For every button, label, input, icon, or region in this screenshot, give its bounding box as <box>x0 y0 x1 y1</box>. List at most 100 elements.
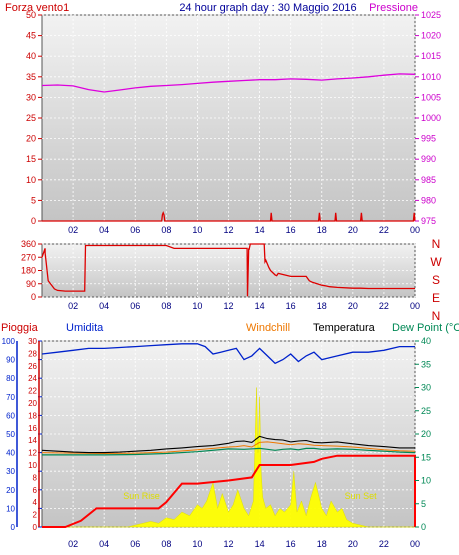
ytick-top-right-990: 990 <box>421 154 436 164</box>
series-top-pressione <box>41 73 416 93</box>
ytick-rain-14: 14 <box>28 436 37 445</box>
ytick-humidity-0: 0 <box>11 523 16 532</box>
legend-pioggia: Pioggia <box>1 322 39 334</box>
time-tick-bottom-18: 18 <box>317 539 327 549</box>
series-wind-direction <box>41 243 415 297</box>
ytick-temp-40: 40 <box>421 336 431 346</box>
time-tick-top-22: 22 <box>379 225 389 235</box>
ytick-rain-18: 18 <box>28 411 37 420</box>
data-layer: Sun Rise Sun Set <box>41 73 416 528</box>
dir-label-n-bottom: N <box>432 309 441 323</box>
ytick-temp-15: 15 <box>421 452 431 462</box>
ytick-rain-16: 16 <box>28 424 37 433</box>
ytick-humidity-30: 30 <box>6 467 15 476</box>
ytick-top-left-40: 40 <box>26 51 36 61</box>
ytick-temp-30: 30 <box>421 383 431 393</box>
time-tick-bottom-10: 10 <box>192 539 202 549</box>
ytick-rain-20: 20 <box>28 399 37 408</box>
ytick-top-left-20: 20 <box>26 134 36 144</box>
time-tick-top-16: 16 <box>286 225 296 235</box>
sunset-label: Sun Set <box>345 491 378 501</box>
legend-windchill: Windchill <box>246 322 290 334</box>
ytick-top-right-1015: 1015 <box>421 51 441 61</box>
ytick-temp-20: 20 <box>421 429 431 439</box>
ytick-mid-0: 0 <box>31 292 36 302</box>
ytick-top-right-1005: 1005 <box>421 92 441 102</box>
time-tick-middle-08: 08 <box>161 301 171 311</box>
time-tick-bottom-00: 00 <box>410 539 420 549</box>
time-tick-bottom-14: 14 <box>255 539 265 549</box>
series-bottom-solar <box>42 387 415 528</box>
series-bottom-umidita <box>41 343 415 365</box>
ytick-rain-30: 30 <box>28 337 37 346</box>
ytick-rain-6: 6 <box>33 486 38 495</box>
time-tick-middle-20: 20 <box>348 301 358 311</box>
ytick-humidity-60: 60 <box>6 411 15 420</box>
time-tick-middle-06: 06 <box>130 301 140 311</box>
legend-umidita: Umidita <box>66 322 104 334</box>
legend-dewpoint: Dew Point (°C <box>392 322 459 334</box>
ytick-top-left-35: 35 <box>26 72 36 82</box>
time-tick-top-02: 02 <box>68 225 78 235</box>
time-tick-middle-18: 18 <box>317 301 327 311</box>
series-top-forza-vento1 <box>42 211 416 222</box>
time-tick-bottom-22: 22 <box>379 539 389 549</box>
ytick-temp-10: 10 <box>421 476 431 486</box>
ytick-humidity-90: 90 <box>6 356 15 365</box>
time-tick-top-18: 18 <box>317 225 327 235</box>
time-tick-bottom-04: 04 <box>99 539 109 549</box>
ytick-top-right-1000: 1000 <box>421 113 441 123</box>
time-tick-top-14: 14 <box>255 225 265 235</box>
ytick-top-left-25: 25 <box>26 113 36 123</box>
time-tick-bottom-20: 20 <box>348 539 358 549</box>
ytick-rain-28: 28 <box>28 349 37 358</box>
ytick-temp-35: 35 <box>421 359 431 369</box>
series-bottom-pioggia <box>42 454 416 528</box>
time-tick-bottom-02: 02 <box>68 539 78 549</box>
sunrise-label: Sun Rise <box>123 491 160 501</box>
ytick-humidity-80: 80 <box>6 374 15 383</box>
ytick-humidity-20: 20 <box>6 486 15 495</box>
time-tick-middle-02: 02 <box>68 301 78 311</box>
ytick-mid-360: 360 <box>21 239 36 249</box>
time-tick-top-04: 04 <box>99 225 109 235</box>
ytick-top-right-1020: 1020 <box>421 31 441 41</box>
ytick-top-left-5: 5 <box>31 195 36 205</box>
time-tick-top-08: 08 <box>161 225 171 235</box>
ytick-top-right-980: 980 <box>421 195 436 205</box>
ytick-rain-2: 2 <box>33 511 38 520</box>
ytick-top-left-15: 15 <box>26 154 36 164</box>
ytick-mid-270: 270 <box>21 252 36 262</box>
time-tick-top-06: 06 <box>130 225 140 235</box>
dir-label-s: S <box>432 273 440 287</box>
ytick-humidity-10: 10 <box>6 504 15 513</box>
ytick-rain-0: 0 <box>33 523 38 532</box>
ytick-mid-90: 90 <box>26 279 36 289</box>
time-tick-bottom-12: 12 <box>223 539 233 549</box>
time-tick-middle-04: 04 <box>99 301 109 311</box>
ytick-temp-0: 0 <box>421 522 426 532</box>
time-tick-top-20: 20 <box>348 225 358 235</box>
time-tick-middle-16: 16 <box>286 301 296 311</box>
time-tick-middle-00: 00 <box>410 301 420 311</box>
ytick-rain-26: 26 <box>28 362 37 371</box>
pressure-label: Pressione <box>369 2 418 14</box>
time-tick-bottom-06: 06 <box>130 539 140 549</box>
dir-label-n-top: N <box>432 237 441 251</box>
ytick-top-right-1010: 1010 <box>421 72 441 82</box>
series-bottom-windchill <box>41 441 416 455</box>
time-tick-top-10: 10 <box>192 225 202 235</box>
time-tick-bottom-08: 08 <box>161 539 171 549</box>
series-bottom-dew-point <box>42 447 416 456</box>
ytick-rain-22: 22 <box>28 387 37 396</box>
top-panel <box>41 14 416 222</box>
ytick-top-left-10: 10 <box>26 175 36 185</box>
series-bottom-temperatura <box>41 435 415 454</box>
time-tick-middle-10: 10 <box>192 301 202 311</box>
ytick-top-left-50: 50 <box>26 10 36 20</box>
wind-force-label: Forza vento1 <box>5 2 69 14</box>
ytick-top-right-985: 985 <box>421 175 436 185</box>
ytick-humidity-70: 70 <box>6 393 15 402</box>
